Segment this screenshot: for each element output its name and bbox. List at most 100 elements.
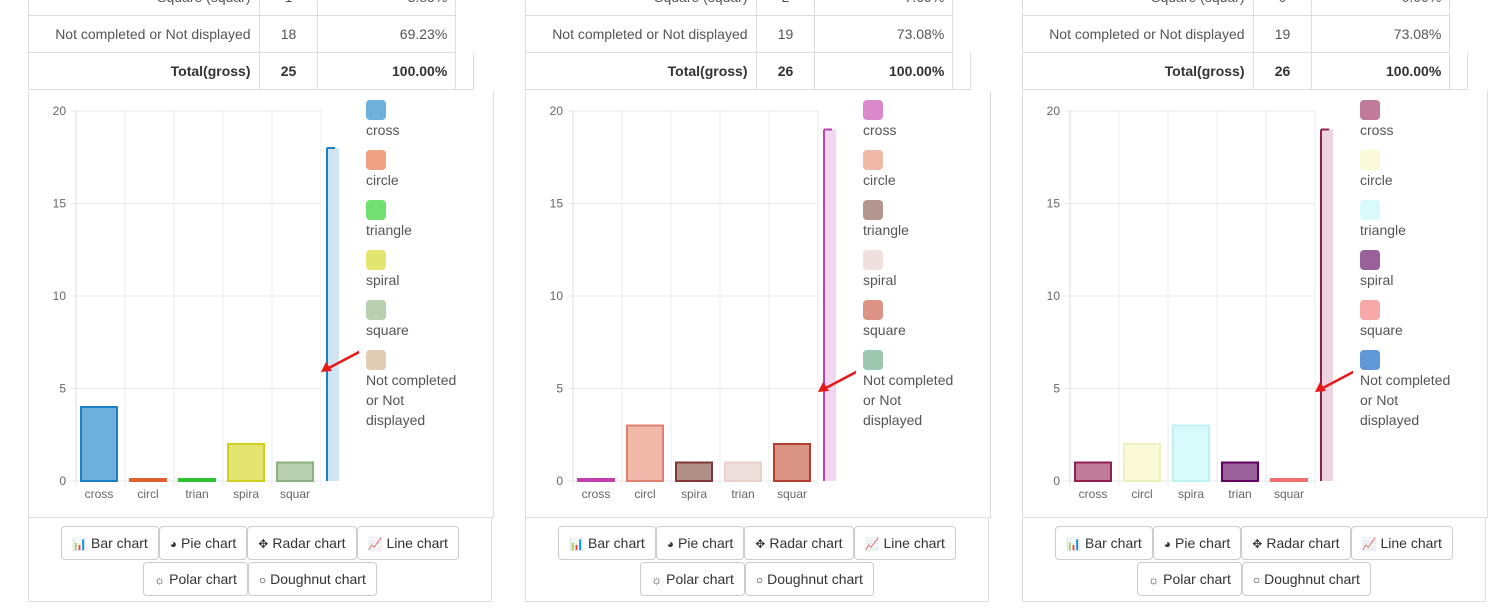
spacer-cell	[455, 52, 474, 90]
doughnut-chart-button[interactable]: ○ Doughnut chart	[247, 562, 377, 596]
chart-type-toolbar: 📊 Bar chart ◕ Pie chart ✥ Radar chart 📈 Line ch…	[28, 517, 492, 602]
pie-chart-icon: ◕	[1163, 537, 1172, 551]
bar[interactable]	[227, 443, 265, 482]
legend-item[interactable]: cross	[863, 100, 963, 140]
bar-chart-button[interactable]: 📊 Bar chart	[61, 526, 159, 560]
y-tick-label: 15	[53, 197, 67, 211]
legend-item[interactable]: spiral	[366, 250, 466, 290]
bar-chart-button[interactable]: 📊 Bar chart	[558, 526, 656, 560]
chart-legend: cross circle triangle spiral square Not compl…	[863, 100, 963, 440]
legend-label: Not completed or Not displayed	[863, 372, 954, 428]
bar[interactable]	[1270, 478, 1308, 482]
legend-swatch	[366, 350, 386, 370]
button-label: Polar chart	[1163, 571, 1231, 587]
legend-item[interactable]: triangle	[863, 200, 963, 240]
line-chart-icon: 📈	[1361, 537, 1377, 551]
legend-item[interactable]: spiral	[863, 250, 963, 290]
button-label: Polar chart	[666, 571, 734, 587]
pie-chart-icon: ◕	[666, 537, 675, 551]
pie-chart-button[interactable]: ◕ Pie chart	[1152, 526, 1242, 560]
results-table: Square (squar)13.85%Not completed or Not…	[28, 0, 474, 90]
question-panel: Square (squar)27.69%Not completed or Not…	[525, 0, 991, 603]
legend-item[interactable]: circle	[1360, 150, 1460, 190]
line-chart-button[interactable]: 📈 Line chart	[853, 526, 956, 560]
doughnut-chart-button[interactable]: ○ Doughnut chart	[1241, 562, 1371, 596]
results-table: Square (squar)00.00%Not completed or Not…	[1022, 0, 1468, 90]
red-arrow-icon	[1320, 370, 1353, 391]
button-label: Radar chart	[272, 535, 346, 551]
button-label: Pie chart	[181, 535, 237, 551]
cell-pct: 0.00%	[1311, 0, 1451, 16]
cell-pct: 100.00%	[1311, 52, 1451, 90]
legend-item[interactable]: Not completed or Not displayed	[1360, 350, 1460, 430]
legend-item[interactable]: cross	[366, 100, 466, 140]
x-tick-label: squar	[280, 487, 310, 501]
x-tick-label: cross	[582, 487, 611, 501]
x-tick-label: circl	[137, 487, 158, 501]
legend-item[interactable]: Not completed or Not displayed	[863, 350, 963, 430]
radar-chart-button[interactable]: ✥ Radar chart	[744, 526, 854, 560]
legend-item[interactable]: triangle	[1360, 200, 1460, 240]
legend-item[interactable]: square	[1360, 300, 1460, 340]
bar[interactable]	[675, 461, 713, 482]
bar[interactable]	[1321, 129, 1333, 482]
table-row: Not completed or Not displayed 19 73.08%	[525, 15, 971, 53]
legend-swatch	[863, 300, 883, 320]
legend-label: Not completed or Not displayed	[366, 372, 457, 428]
radar-chart-button[interactable]: ✥ Radar chart	[1241, 526, 1351, 560]
cell-pct: 3.85%	[317, 0, 457, 16]
bar[interactable]	[327, 148, 339, 481]
bar[interactable]	[1221, 461, 1259, 482]
table-row: Not completed or Not displayed 19 73.08%	[1022, 15, 1468, 53]
polar-chart-button[interactable]: ☼ Polar chart	[640, 562, 745, 596]
bar[interactable]	[276, 461, 314, 482]
button-label: Bar chart	[90, 535, 148, 551]
legend-item[interactable]: spiral	[1360, 250, 1460, 290]
cell-label: Total(gross)	[525, 52, 757, 90]
results-table: Square (squar)27.69%Not completed or Not…	[525, 0, 971, 90]
line-chart-icon: 📈	[367, 537, 383, 551]
legend-item[interactable]: Not completed or Not displayed	[366, 350, 466, 430]
pie-chart-button[interactable]: ◕ Pie chart	[158, 526, 248, 560]
legend-swatch	[366, 250, 386, 270]
line-chart-button[interactable]: 📈 Line chart	[1350, 526, 1453, 560]
x-tick-label: spira	[681, 487, 707, 501]
line-chart-button[interactable]: 📈 Line chart	[356, 526, 459, 560]
bar[interactable]	[1172, 424, 1210, 482]
bar[interactable]	[80, 406, 118, 482]
bar[interactable]	[129, 478, 167, 482]
radar-chart-button[interactable]: ✥ Radar chart	[247, 526, 357, 560]
bar-chart: 0 5 10 15 20 cross circl spira trian squar cross ci…	[525, 91, 991, 518]
bar[interactable]	[626, 424, 664, 482]
legend-label: square	[1360, 322, 1403, 338]
bar-chart-button[interactable]: 📊 Bar chart	[1055, 526, 1153, 560]
bar[interactable]	[824, 129, 836, 482]
arrowhead-icon	[818, 382, 829, 392]
legend-item[interactable]: circle	[863, 150, 963, 190]
polar-chart-button[interactable]: ☼ Polar chart	[1137, 562, 1242, 596]
legend-item[interactable]: square	[366, 300, 466, 340]
bar[interactable]	[773, 443, 811, 482]
legend-item[interactable]: circle	[366, 150, 466, 190]
legend-item[interactable]: square	[863, 300, 963, 340]
polar-chart-button[interactable]: ☼ Polar chart	[143, 562, 248, 596]
bar[interactable]	[577, 478, 615, 482]
arrowhead-icon	[1315, 382, 1326, 392]
cell-label: Not completed or Not displayed	[1022, 15, 1254, 53]
doughnut-chart-button[interactable]: ○ Doughnut chart	[744, 562, 874, 596]
cell-label: Square (squar)	[1022, 0, 1254, 16]
button-label: Doughnut chart	[767, 571, 863, 587]
x-tick-label: spira	[1178, 487, 1204, 501]
bar[interactable]	[178, 478, 216, 482]
bar[interactable]	[1074, 461, 1112, 482]
pie-chart-button[interactable]: ◕ Pie chart	[655, 526, 745, 560]
legend-item[interactable]: triangle	[366, 200, 466, 240]
bar[interactable]	[1123, 443, 1161, 482]
legend-label: triangle	[863, 222, 909, 238]
legend-swatch	[863, 350, 883, 370]
cell-count: 19	[1252, 15, 1313, 53]
bar[interactable]	[724, 461, 762, 482]
legend-item[interactable]: cross	[1360, 100, 1460, 140]
bar-chart-icon: 📊	[1066, 537, 1081, 551]
legend-swatch	[366, 200, 386, 220]
